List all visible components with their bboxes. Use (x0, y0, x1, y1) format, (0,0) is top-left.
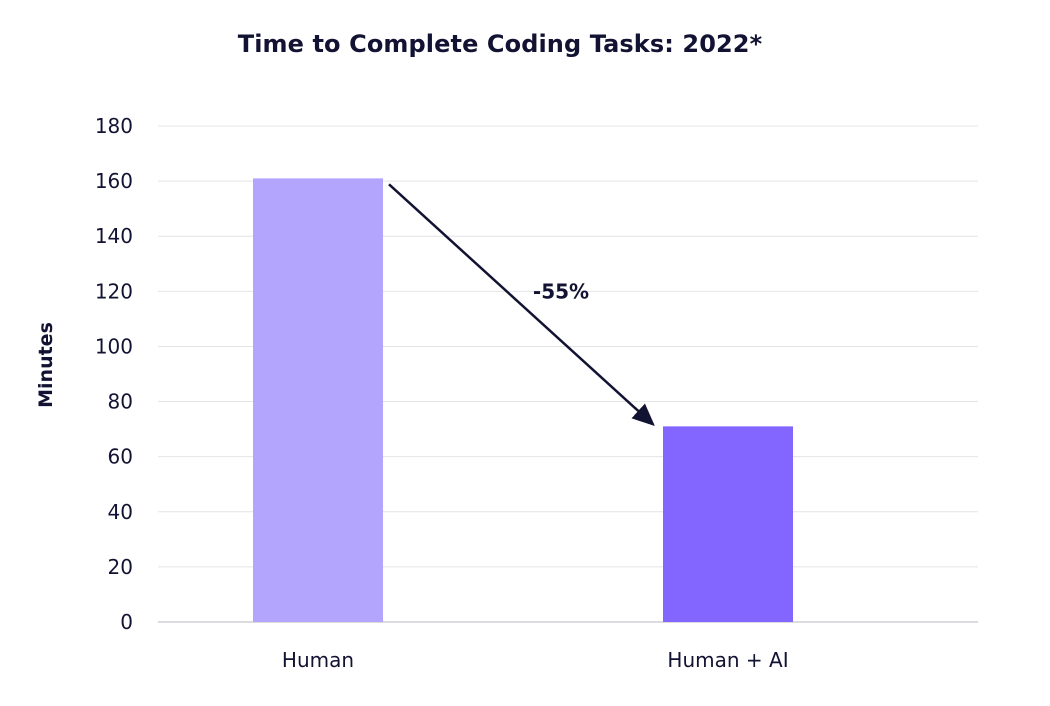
x-tick-label: Human (282, 648, 354, 672)
change-arrow (388, 183, 655, 427)
y-tick-label: 40 (108, 500, 133, 524)
y-tick-label: 160 (95, 169, 133, 193)
y-tick-label: 20 (108, 555, 133, 579)
y-tick-label: 140 (95, 224, 133, 248)
x-axis-ticks: Human Human + AI (282, 648, 789, 672)
annotation: -55% (388, 183, 655, 427)
chart-title: Time to Complete Coding Tasks: 2022* (237, 30, 763, 58)
y-axis-ticks: 0 20 40 60 80 100 120 140 160 180 (95, 114, 133, 634)
y-tick-label: 60 (108, 445, 133, 469)
bars (253, 178, 793, 622)
bar-human (253, 178, 383, 622)
bar-human-ai (663, 426, 793, 622)
y-tick-label: 80 (108, 390, 133, 414)
x-tick-label: Human + AI (667, 648, 788, 672)
change-annotation-label: -55% (533, 279, 589, 303)
y-axis-title: Minutes (35, 322, 57, 408)
y-tick-label: 100 (95, 334, 133, 358)
y-tick-label: 120 (95, 279, 133, 303)
y-tick-label: 180 (95, 114, 133, 138)
y-tick-label: 0 (120, 610, 133, 634)
